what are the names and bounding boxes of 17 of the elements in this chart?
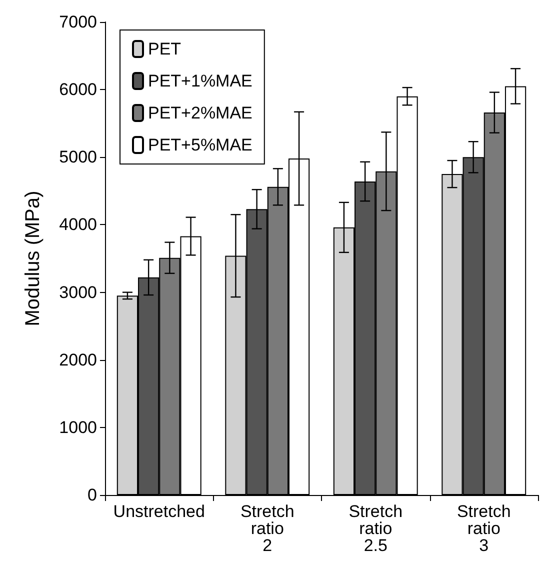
legend-label: PET xyxy=(148,40,182,58)
y-tick-label: 2000 xyxy=(59,350,97,370)
y-tick-label: 4000 xyxy=(59,215,97,234)
y-tick-label: 6000 xyxy=(59,80,97,100)
x-tick-label: Unstretched xyxy=(113,502,205,521)
y-tick-label: 1000 xyxy=(59,418,97,437)
legend-label: PET+5%MAE xyxy=(148,136,252,154)
legend-label: PET+1%MAE xyxy=(148,72,252,90)
y-tick-label: 3000 xyxy=(59,282,97,302)
y-tick-label: 7000 xyxy=(59,12,97,32)
y-axis-title: Modulus (MPa) xyxy=(22,190,44,326)
x-tick-label: Stretch ratio 3 xyxy=(456,502,511,555)
x-tick-label: Stretch ratio 2.5 xyxy=(348,502,403,555)
y-tick-label: 0 xyxy=(88,486,97,504)
legend-label: PET+2%MAE xyxy=(148,104,252,122)
y-tick-label: 5000 xyxy=(59,148,97,167)
x-tick-label: Stretch ratio 2 xyxy=(240,502,294,555)
